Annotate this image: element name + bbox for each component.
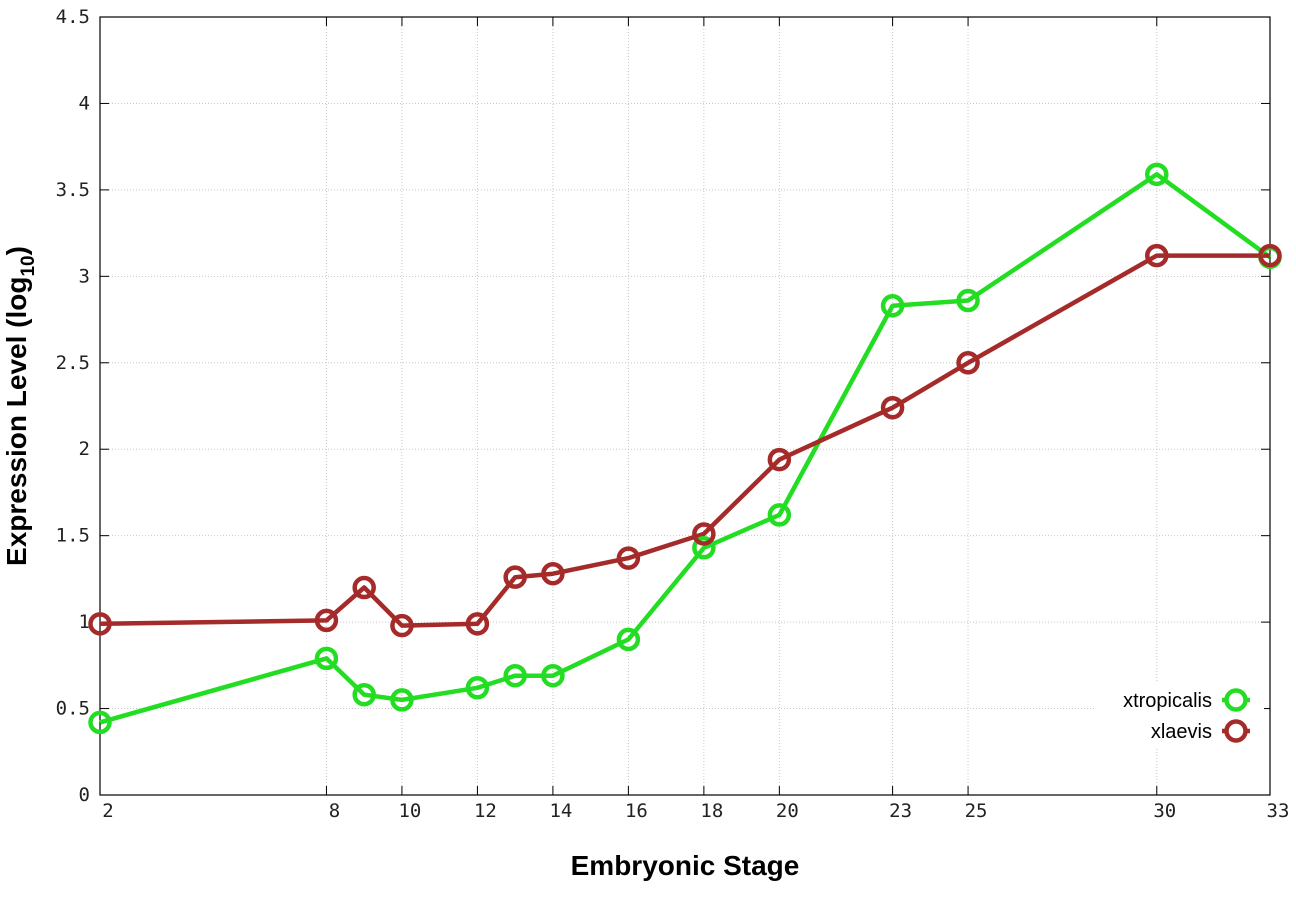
x-tick-label: 18 <box>700 800 723 822</box>
data-point-xlaevis <box>1258 243 1282 268</box>
y-tick-label: 4.5 <box>56 6 90 28</box>
data-point-xtropicalis <box>767 503 792 527</box>
x-tick-label: 30 <box>1153 800 1176 822</box>
data-point-xtropicalis <box>314 646 339 671</box>
data-point-xlaevis <box>352 575 376 600</box>
x-tick-label: 8 <box>329 800 340 822</box>
x-tick-label: 10 <box>398 800 421 822</box>
y-axis-title: Expression Level (log10) <box>1 246 39 566</box>
y-axis-title-subscript: 10 <box>18 255 39 276</box>
plot-border <box>99 16 1271 796</box>
legend-label: xlaevis <box>1151 721 1212 743</box>
data-point-xlaevis <box>465 612 490 636</box>
data-point-xlaevis <box>956 351 980 375</box>
data-point-xlaevis <box>541 561 565 586</box>
series-lines <box>99 172 1272 725</box>
x-tick-label: 33 <box>1267 800 1290 822</box>
data-point-xtropicalis <box>352 682 376 707</box>
data-point-xlaevis <box>880 395 905 420</box>
y-tick-label: 1 <box>79 611 90 633</box>
y-tick-label: 3.5 <box>56 179 90 201</box>
data-point-xtropicalis <box>465 676 490 700</box>
data-point-xtropicalis <box>616 627 641 652</box>
data-point-xlaevis <box>1145 243 1169 268</box>
x-axis-title: Embryonic Stage <box>571 850 800 881</box>
x-tick-label: 14 <box>549 800 572 822</box>
data-point-xtropicalis <box>692 536 716 560</box>
data-point-xtropicalis <box>880 293 905 318</box>
y-tick-label: 0.5 <box>56 698 90 720</box>
legend-marker-swatch <box>1224 719 1248 743</box>
data-point-xlaevis <box>314 608 339 633</box>
data-point-xlaevis <box>390 613 414 638</box>
x-tick-label: 23 <box>889 800 912 822</box>
x-tick-label: 20 <box>776 800 799 822</box>
data-point-xtropicalis <box>1145 162 1169 187</box>
y-axis-title-close: ) <box>1 246 32 255</box>
data-point-xtropicalis <box>390 688 414 712</box>
legend-label: xtropicalis <box>1123 690 1212 712</box>
x-tick-label: 25 <box>965 800 988 822</box>
y-tick-label: 0 <box>79 784 90 806</box>
data-point-xlaevis <box>88 612 112 636</box>
y-tick-label: 3 <box>79 265 90 287</box>
x-tick-label: 12 <box>474 800 497 822</box>
x-tick-label: 16 <box>625 800 648 822</box>
y-tick-label: 1.5 <box>56 525 90 547</box>
y-tick-label: 4 <box>79 92 90 114</box>
y-tick-label: 2.5 <box>56 352 90 374</box>
legend: xtropicalis xlaevis <box>1096 682 1264 748</box>
data-point-xlaevis <box>616 546 641 570</box>
data-point-xtropicalis <box>503 663 527 688</box>
data-point-xlaevis <box>692 522 716 546</box>
axes: 0 0.5 1 1.5 2 2.5 3 3.5 4 4.5 2 8 10 12 14 16 18 20 23 25 30… <box>56 6 1290 822</box>
y-axis-title-main: Expression Level (log <box>1 277 32 566</box>
data-point-xtropicalis <box>541 663 565 688</box>
y-tick-label: 2 <box>79 438 90 460</box>
data-point-xtropicalis <box>956 288 980 313</box>
series-markers <box>88 162 1282 735</box>
data-point-xlaevis <box>767 447 792 472</box>
series-line-xtropicalis <box>99 172 1272 725</box>
grid-lines <box>100 17 1270 795</box>
data-point-xlaevis <box>503 565 527 589</box>
legend-marker-swatch <box>1224 688 1248 712</box>
x-tick-label: 2 <box>102 800 113 822</box>
data-point-xtropicalis <box>88 710 112 735</box>
